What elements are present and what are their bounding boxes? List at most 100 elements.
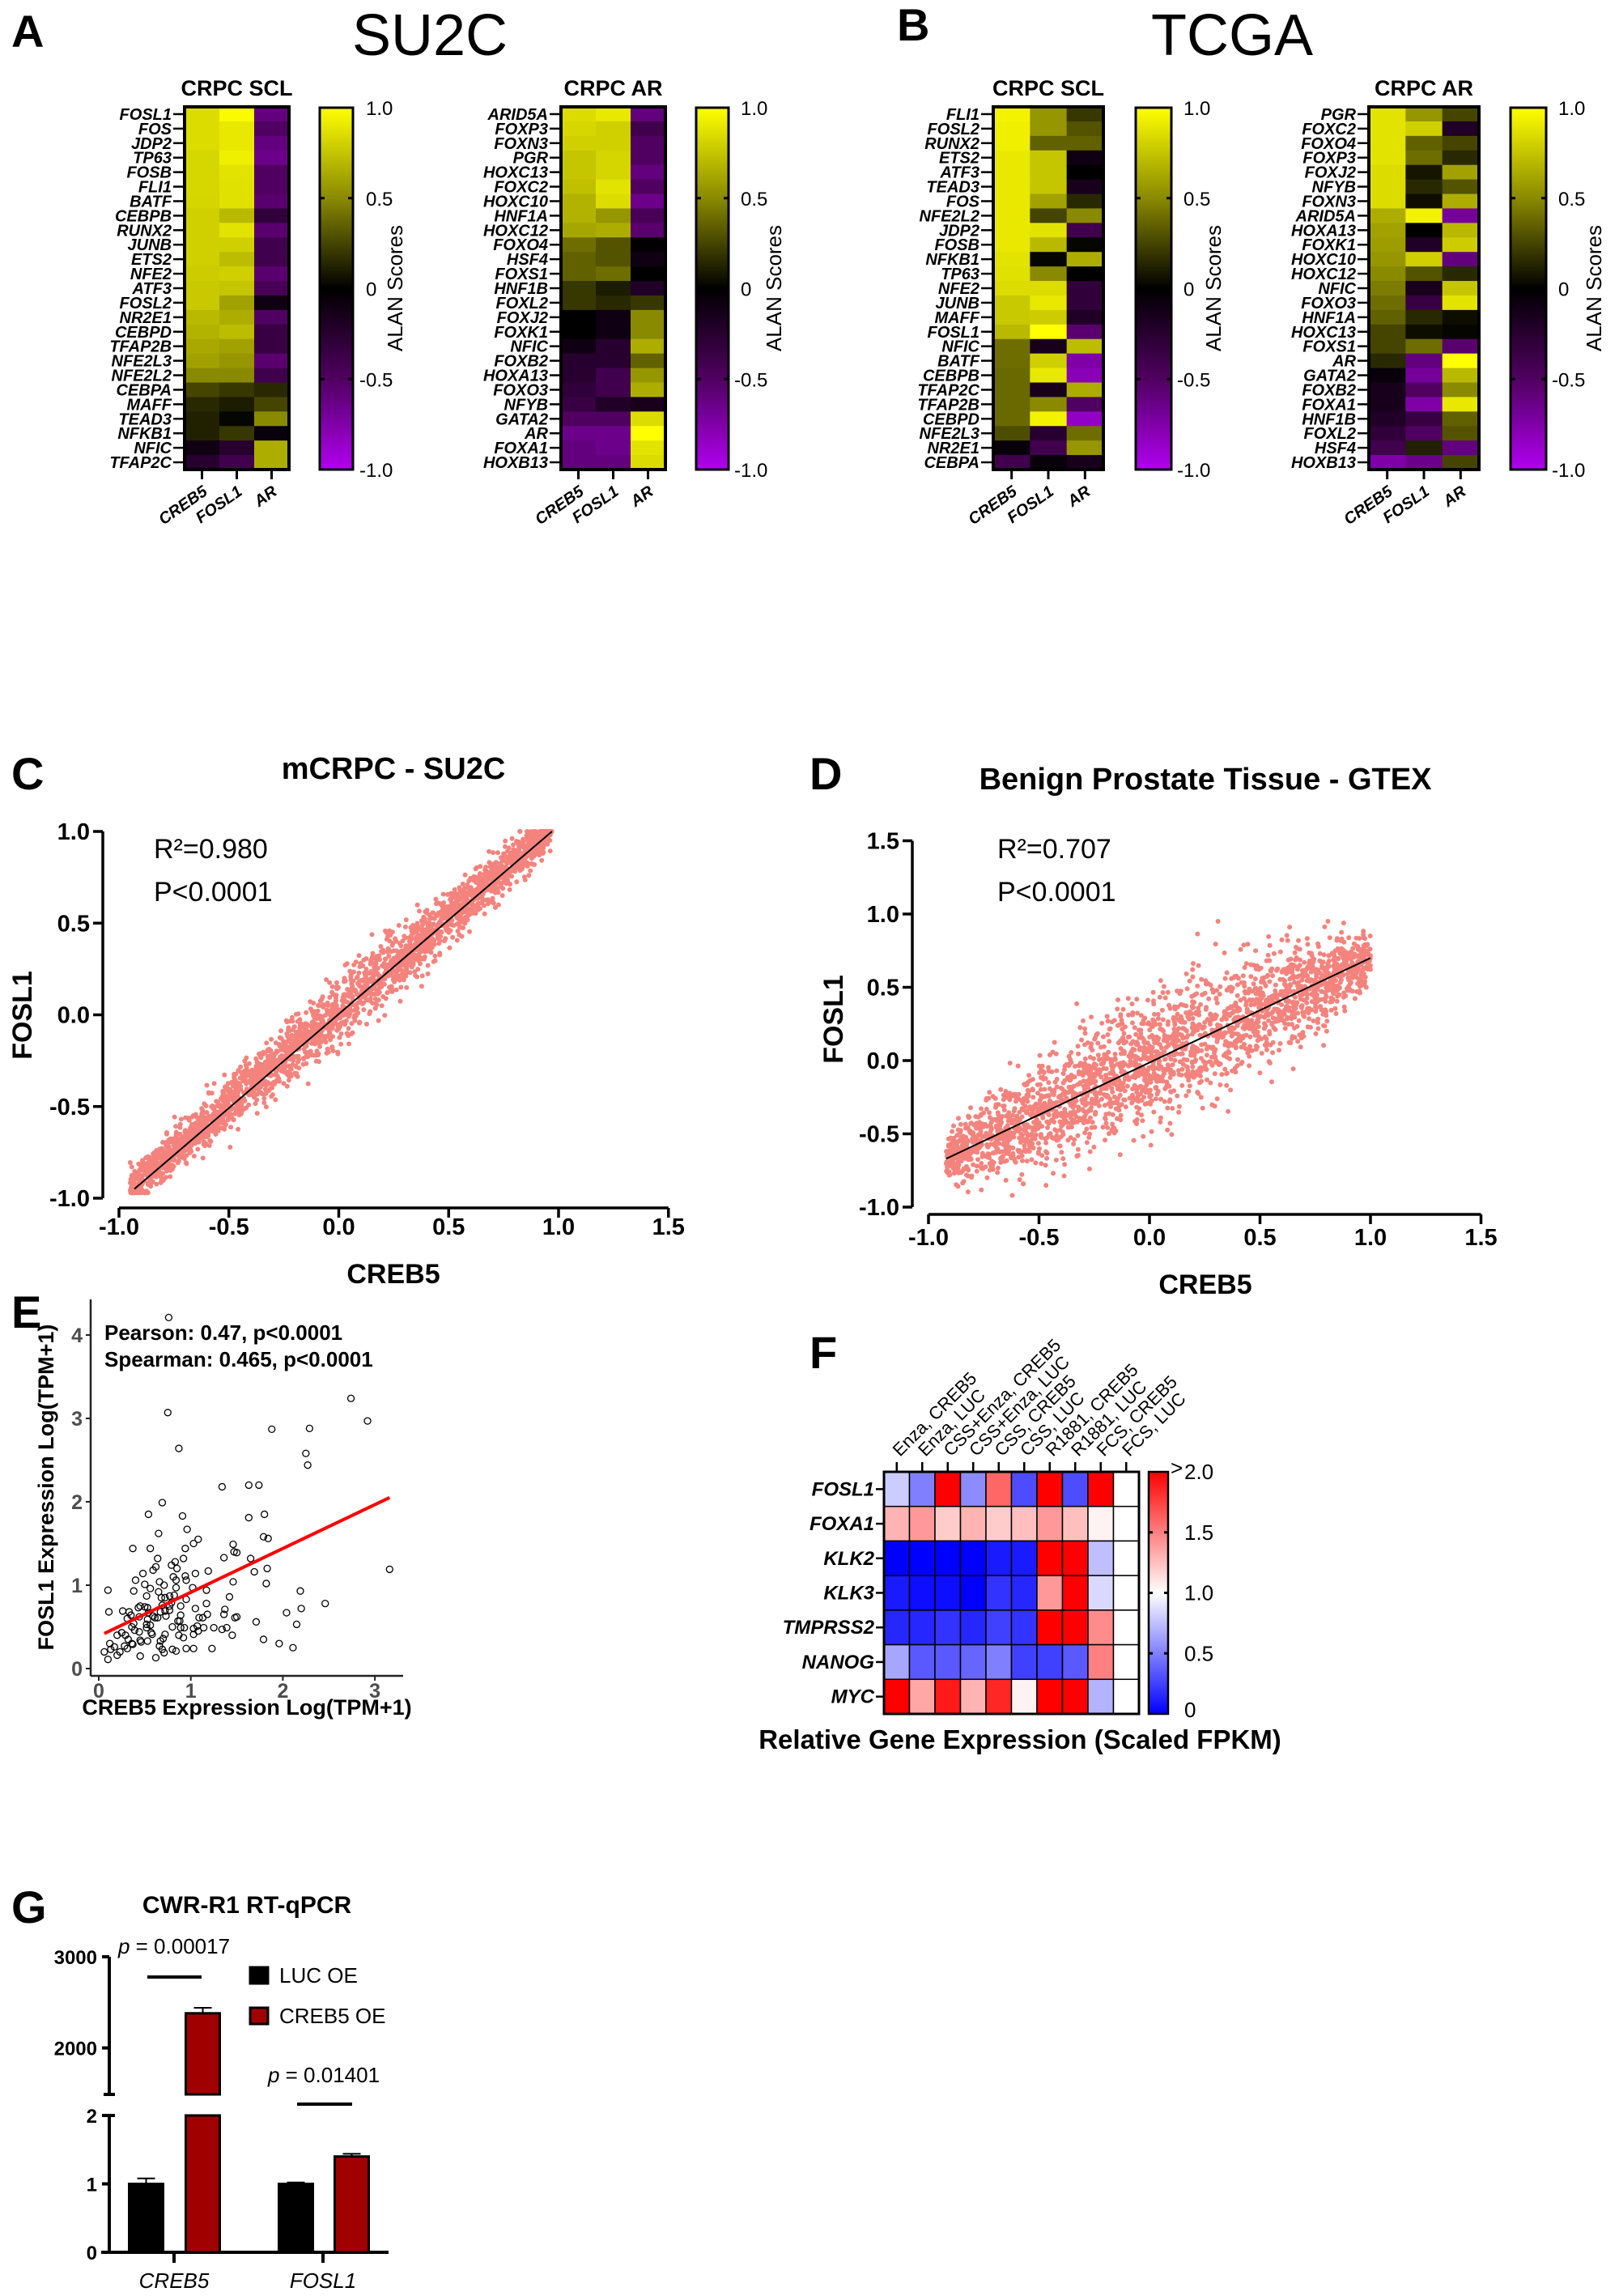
- row-label: FOXN3: [494, 135, 548, 153]
- row-label: TFAP2B: [917, 396, 979, 414]
- row-label: RUNX2: [924, 135, 979, 153]
- data-point: [1026, 1073, 1032, 1078]
- heatmap-cell: [185, 208, 220, 223]
- heatmap-cell: [631, 281, 666, 296]
- data-point: [1170, 1062, 1175, 1068]
- data-point: [393, 967, 398, 973]
- data-point: [974, 1168, 979, 1174]
- heatmap-cell: [254, 237, 290, 253]
- heatmap-cell: [631, 208, 666, 223]
- row-label: PGR: [513, 150, 549, 168]
- heatmap-cell: [993, 338, 1030, 355]
- colorbar-tick-label: 0: [1558, 279, 1569, 301]
- heatmap-cell: [1442, 281, 1480, 296]
- colorbar-tick-label: 0: [366, 279, 376, 301]
- heatmap-cell: [185, 135, 220, 151]
- heatmap-cell: [1369, 368, 1406, 383]
- data-point: [334, 1027, 340, 1033]
- data-point: [355, 1010, 361, 1016]
- chart-title: Benign Prostate Tissue - GTEX: [979, 763, 1433, 797]
- data-point: [343, 1011, 349, 1017]
- data-point: [1307, 1016, 1312, 1022]
- data-point: [419, 918, 424, 924]
- data-point: [253, 1101, 258, 1107]
- heatmap-cell: [631, 135, 666, 151]
- heatmap-cell: [631, 193, 666, 209]
- data-point: [236, 1112, 242, 1118]
- data-point: [386, 954, 392, 959]
- data-point: [1024, 1122, 1030, 1128]
- data-point: [1198, 1065, 1204, 1070]
- data-point: [396, 923, 402, 928]
- heatmap-cell: [1405, 208, 1443, 223]
- data-point: [351, 969, 356, 975]
- data-point: [1183, 1093, 1189, 1099]
- heatmap-cell: [993, 411, 1030, 427]
- data-point: [459, 916, 465, 922]
- heatmap-cell: [1369, 252, 1406, 267]
- heatmap-cell: [596, 107, 631, 122]
- data-point: [1019, 1114, 1025, 1120]
- row-label: FOSL1: [120, 106, 172, 124]
- row-label: HOXC10: [483, 193, 548, 210]
- heatmap-cell: [561, 382, 597, 398]
- data-point: [228, 1125, 234, 1130]
- heatmap-cell: [1405, 440, 1443, 456]
- heatmap-cell: [219, 440, 255, 456]
- row-label: NFYB: [504, 396, 548, 414]
- scatter-panel-d: Benign Prostate Tissue - GTEX-1.0-0.50.0…: [818, 763, 1498, 1300]
- heatmap-cell: [1066, 411, 1104, 427]
- data-point: [404, 967, 410, 973]
- data-point: [214, 1099, 219, 1104]
- data-point: [419, 984, 424, 989]
- heatmap-cell: [596, 121, 631, 137]
- data-point: [143, 1190, 149, 1196]
- data-point: [968, 1105, 973, 1111]
- data-point: [454, 898, 460, 904]
- heatmap-cell: [1442, 397, 1480, 412]
- data-point: [202, 1118, 207, 1124]
- heatmap-cell: [1369, 164, 1406, 181]
- row-label: FOXO4: [1301, 135, 1356, 153]
- data-point: [1019, 1171, 1025, 1177]
- heatmap-cell: [1066, 338, 1104, 355]
- data-point: [283, 1064, 289, 1069]
- heatmap-cell: [993, 266, 1030, 282]
- data-point: [414, 902, 420, 908]
- heatmap-cell: [561, 368, 597, 383]
- heatmap-cell: [1066, 150, 1104, 166]
- heatmap-cell: [1030, 135, 1068, 151]
- data-point: [1021, 1181, 1026, 1187]
- heatmap-cell: [185, 179, 220, 195]
- data-point: [178, 1116, 184, 1122]
- heatmap-cell: [561, 237, 597, 253]
- row-label: NFE2: [938, 280, 979, 298]
- data-point: [1259, 1051, 1264, 1056]
- data-point: [269, 1036, 274, 1042]
- heatmap-cell: [185, 223, 220, 238]
- data-point: [253, 1056, 259, 1061]
- data-point: [415, 967, 421, 972]
- data-point: [391, 974, 397, 980]
- data-point: [368, 976, 374, 982]
- data-point: [150, 1154, 155, 1160]
- row-label: BATF: [130, 193, 172, 210]
- heatmap-cell: [561, 121, 597, 137]
- heatmap-cell: [1369, 426, 1406, 441]
- data-point: [191, 1154, 197, 1159]
- data-point: [158, 1171, 164, 1176]
- heatmap-cell: [596, 266, 631, 282]
- row-label: FOXJ2: [1305, 164, 1356, 182]
- data-point: [372, 1006, 378, 1011]
- heatmap-cell: [219, 338, 255, 355]
- data-point: [325, 1046, 330, 1052]
- data-point: [164, 1130, 169, 1135]
- data-point: [420, 922, 425, 928]
- data-point: [182, 1129, 188, 1135]
- data-point: [475, 901, 481, 906]
- heatmap-cell: [993, 309, 1030, 325]
- heatmap-cell: [596, 135, 631, 151]
- data-point: [502, 878, 508, 883]
- data-point: [430, 940, 436, 946]
- row-label: HOXC12: [483, 222, 548, 240]
